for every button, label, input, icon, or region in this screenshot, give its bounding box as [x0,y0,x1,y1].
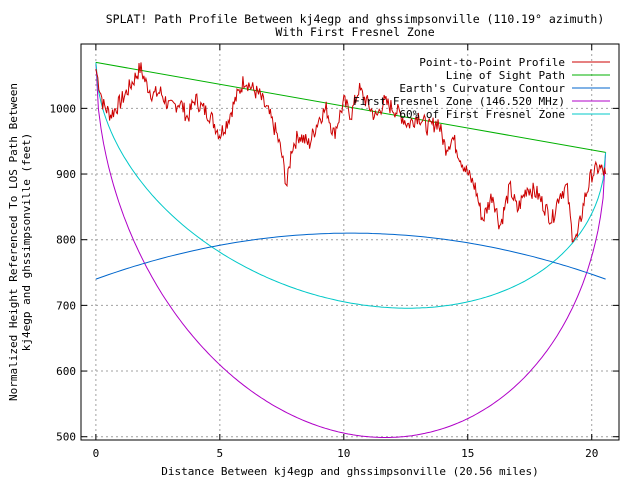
legend-label: 60% of First Fresnel Zone [399,108,565,121]
grid [81,44,619,440]
series-layer [95,61,607,438]
y-tick-label: 1000 [50,102,77,115]
legend-label: Line of Sight Path [446,69,565,82]
x-tick-label: 5 [217,447,224,460]
y-axis-label-line2: kj4egp and ghssimpsonville (feet) [20,133,33,352]
series-60pct-fresnel-zone [95,62,607,309]
chart-title: SPLAT! Path Profile Between kj4egp and g… [106,12,605,26]
x-axis-label: Distance Between kj4egp and ghssimpsonvi… [161,465,539,478]
x-tick-label: 10 [337,447,350,460]
series-point-to-point-profile [95,62,607,243]
x-axis-ticks: 0 5 10 15 20 [93,44,598,460]
chart-subtitle: With First Fresnel Zone [275,25,434,39]
x-tick-label: 0 [93,447,100,460]
plot-frame [80,43,620,441]
y-tick-label: 900 [56,168,76,181]
y-tick-label: 800 [56,234,76,247]
series-line-of-sight [95,61,606,153]
y-tick-label: 700 [56,299,76,312]
x-tick-label: 15 [461,447,474,460]
legend-label: First Fresnel Zone (146.520 MHz) [353,95,565,108]
legend-label: Earth's Curvature Contour [399,82,565,95]
series-earth-curvature [95,232,606,280]
y-axis-label-line1: Normalized Height Referenced To LOS Path… [7,83,20,401]
y-tick-label: 600 [56,365,76,378]
series-first-fresnel-zone [95,62,607,438]
x-tick-label: 20 [585,447,598,460]
legend-label: Point-to-Point Profile [419,56,565,69]
y-axis-ticks: 500 600 700 800 900 1000 [50,102,619,444]
y-tick-label: 500 [56,431,76,444]
